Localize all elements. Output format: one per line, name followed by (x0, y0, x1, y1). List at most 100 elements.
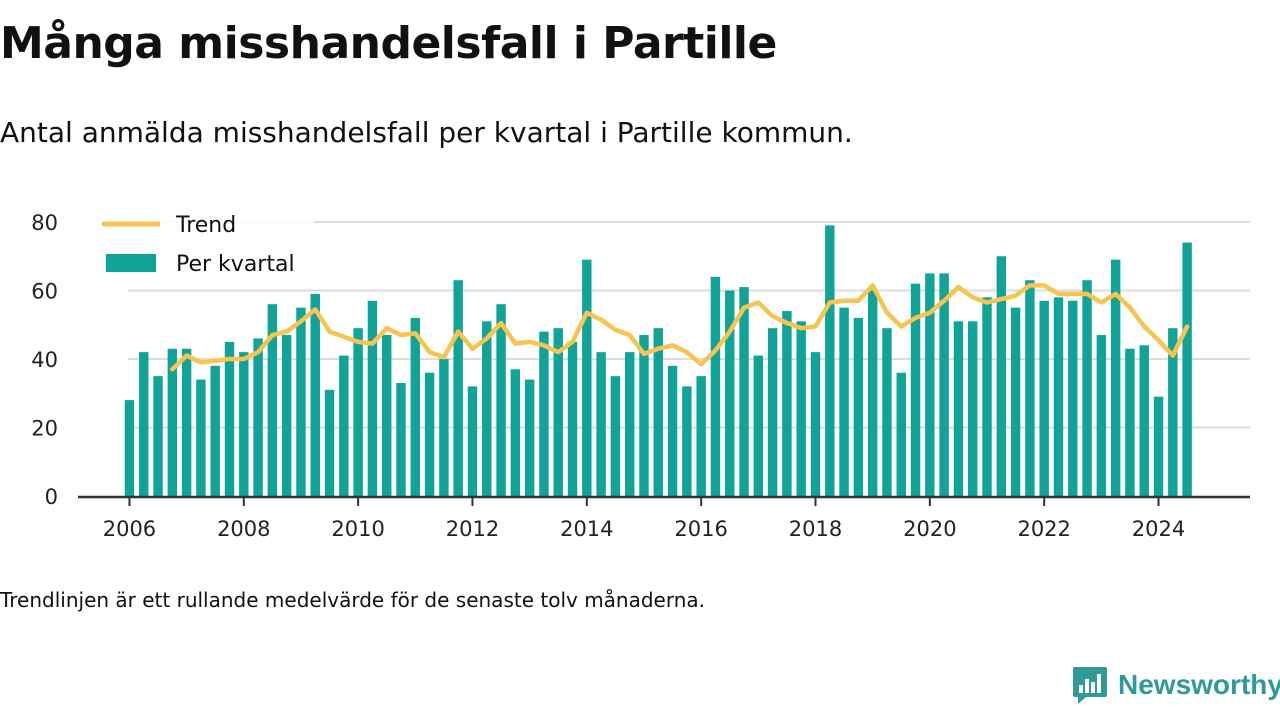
chart-title: Många misshandelsfall i Partille (0, 18, 777, 69)
bar (667, 365, 678, 496)
bar (367, 300, 378, 496)
bar (810, 352, 821, 496)
bar (696, 376, 706, 497)
bar (825, 225, 835, 496)
x-tick-label: 2018 (789, 517, 842, 541)
x-tick-label: 2014 (560, 517, 613, 541)
bar (1139, 345, 1149, 496)
legend-background (82, 204, 314, 288)
bar (1096, 335, 1107, 496)
y-tick-label: 60 (31, 280, 58, 304)
bar (1082, 280, 1092, 496)
bar (353, 328, 363, 496)
bar (524, 379, 535, 496)
bar (410, 317, 421, 496)
bar (968, 321, 978, 496)
newsworthy-logo[interactable]: Newsworthy (1072, 664, 1280, 706)
x-tick-label: 2016 (674, 517, 727, 541)
bar (1039, 300, 1049, 496)
y-tick-label: 80 (31, 211, 58, 235)
axes: 0 20 40 60 80 2006 2008 2010 2012 2014 2016 2018 202… (31, 211, 1250, 541)
bar (324, 389, 335, 496)
bar (839, 307, 849, 497)
y-tick-label: 20 (31, 417, 58, 441)
bar (253, 338, 263, 496)
bar (939, 273, 949, 497)
bar-chart-speech-bubble-icon (1073, 667, 1107, 704)
bar (482, 321, 492, 496)
bar (767, 328, 778, 496)
bar (196, 379, 206, 496)
bar (339, 355, 349, 496)
bar (782, 311, 792, 496)
bar (853, 317, 864, 496)
bar (496, 304, 506, 496)
bar (1025, 280, 1035, 496)
bar (510, 369, 521, 496)
bar (453, 280, 463, 496)
bar (925, 273, 935, 497)
bar (124, 400, 135, 496)
bar (953, 321, 964, 496)
x-tick-label: 2024 (1132, 517, 1185, 541)
bar (539, 331, 549, 496)
bar (1168, 328, 1178, 496)
bar (896, 372, 906, 496)
x-tick-label: 2022 (1017, 517, 1070, 541)
bar (996, 256, 1007, 496)
bar (639, 335, 649, 496)
chart-area: 0 20 40 60 80 2006 2008 2010 2012 2014 2016 2018 202… (31, 204, 1250, 541)
bar (910, 283, 921, 496)
x-tick-label: 2006 (103, 517, 156, 541)
bar (139, 352, 149, 496)
bar (310, 293, 320, 496)
x-tick-label: 2010 (331, 517, 384, 541)
bar (167, 348, 178, 496)
bar (267, 304, 278, 496)
bar (739, 287, 749, 496)
bar (467, 386, 478, 496)
chart-subtitle: Antal anmälda misshandelsfall per kvarta… (0, 116, 853, 149)
trend-line-group (170, 283, 1190, 372)
bar (682, 386, 692, 496)
legend-label-trend: Trend (175, 213, 236, 238)
bar (210, 365, 220, 496)
bar (224, 341, 235, 497)
bar (1110, 259, 1121, 496)
bar (882, 328, 892, 496)
bar (1053, 297, 1064, 496)
bar (710, 276, 721, 496)
bar (1068, 300, 1078, 496)
bar (582, 259, 592, 496)
x-tick-label: 2008 (217, 517, 270, 541)
bar (153, 376, 163, 497)
bar (1010, 307, 1021, 497)
bar (396, 382, 406, 496)
bar (796, 321, 806, 496)
x-tick-label: 2012 (446, 517, 499, 541)
legend-bar-swatch (106, 254, 156, 272)
bar (624, 352, 635, 496)
bar (610, 376, 621, 497)
bar (281, 335, 292, 496)
bar (867, 290, 878, 496)
x-tick-label: 2020 (903, 517, 956, 541)
bar (1153, 396, 1164, 496)
bar (596, 352, 606, 496)
bars-per-kvartal (124, 225, 1192, 497)
bar (653, 328, 663, 496)
bar (567, 341, 578, 497)
y-tick-label: 40 (31, 348, 58, 372)
bar (382, 335, 392, 496)
brand-name: Newsworthy (1118, 669, 1280, 700)
bar (1182, 242, 1192, 496)
bar (553, 328, 563, 496)
legend: Trend Per kvartal (82, 204, 314, 288)
footnote: Trendlinjen är ett rullande medelvärde f… (0, 588, 706, 612)
bar (424, 372, 435, 496)
bar (725, 290, 735, 496)
bar (181, 348, 192, 496)
y-tick-label: 0 (45, 485, 58, 509)
bar (982, 297, 992, 496)
bar (239, 352, 249, 496)
